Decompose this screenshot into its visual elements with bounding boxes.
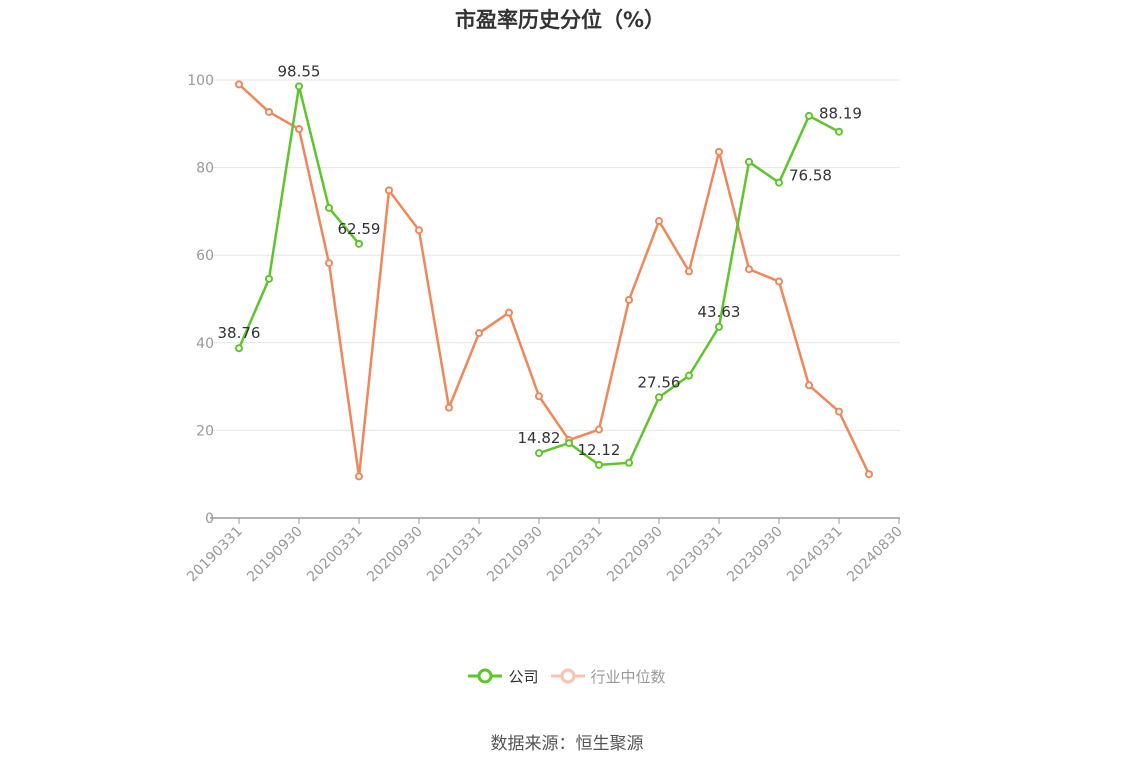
data-label-20240331: 88.19 [819,105,862,123]
x-tick-label-20200331: 20200331 [304,524,366,586]
point-0-20220930 [655,393,663,402]
y-axis: 0 20 40 60 80 100 [187,73,214,527]
point-0-20220331 [595,460,603,469]
point-1-20220930 [655,217,663,226]
point-0-20230630 [745,157,753,166]
point-0-20210930 [535,449,543,458]
point-0-20221231 [685,371,693,380]
data-label-20220331: 12.12 [578,441,621,459]
point-1-20190930 [295,125,303,134]
point-0-20230331 [715,322,723,331]
point-1-20221231 [685,267,693,276]
point-1-20200630 [385,186,393,195]
point-0-20220630 [625,458,633,467]
point-1-20230930 [775,277,783,286]
data-label-20190930: 98.55 [278,62,321,80]
point-0-20230930 [775,178,783,187]
y-tick-label-60: 60 [196,248,214,264]
legend-label-company: 公司 [508,667,539,686]
data-label-20220930: 27.56 [638,373,681,391]
legend: 公司 行业中位数 [0,664,1134,688]
point-1-20190630 [265,107,273,116]
data-label-20230331: 43.63 [698,303,741,321]
x-tick-label-20210930: 20210930 [484,524,546,586]
y-tick-label-100: 100 [187,73,214,89]
point-0-20190630 [265,274,273,283]
series-line-1-0 [238,83,871,478]
data-label-20230930: 76.58 [789,167,832,185]
legend-item-company[interactable]: 公司 [468,666,539,687]
x-tick-label-20230930: 20230930 [724,524,786,586]
point-1-20191231 [325,259,333,268]
x-tick-label-20190331: 20190331 [184,524,246,586]
point-0-20240331 [835,127,843,136]
point-1-20190331 [235,80,243,89]
y-tick-label-40: 40 [196,336,214,352]
x-tick-label-20190930: 20190930 [244,524,306,586]
series-layer [235,80,873,481]
data-label-20190331: 38.76 [218,324,261,342]
grid-lines [210,79,900,431]
point-1-20200930 [415,226,423,235]
point-0-20190331 [235,344,243,353]
x-tick-label-20200930: 20200930 [364,524,426,586]
point-1-20201231 [445,403,453,412]
y-tick-label-20: 20 [196,423,214,439]
point-1-20240331 [835,407,843,416]
data-source: 数据来源：恒生聚源 [490,734,644,754]
series-company [235,82,843,469]
x-tick-label-20220331: 20220331 [544,524,606,586]
point-1-20231231 [805,381,813,390]
point-1-20240630 [865,470,873,479]
point-0-20191231 [325,203,333,212]
x-tick-label-20220930: 20220930 [604,524,666,586]
point-1-20220331 [595,425,603,434]
data-label-20200331: 62.59 [338,220,381,238]
point-1-20210331 [475,329,483,338]
x-tick-label-20210331: 20210331 [424,524,486,586]
point-1-20230630 [745,265,753,274]
legend-label-industry-median: 行业中位数 [590,667,666,686]
legend-swatch-industry-median-icon [550,668,585,684]
x-tick-label-20240331: 20240331 [784,524,846,586]
legend-item-industry-median[interactable]: 行业中位数 [550,666,666,687]
data-labels: 38.76 98.55 62.59 14.82 12.12 27.56 43.63 76.58… [218,62,862,459]
point-0-20231231 [805,111,813,120]
chart-title: 市盈率历史分位（%） [454,8,666,32]
point-0-20211231 [565,439,573,448]
point-1-20210630 [505,308,513,317]
y-tick-label-80: 80 [196,161,214,177]
data-label-20210930: 14.82 [518,429,561,447]
x-tick-label-20230331: 20230331 [664,524,726,586]
point-1-20220630 [625,295,633,304]
y-tick-label-0: 0 [205,511,214,527]
point-1-20210930 [535,392,543,401]
series-industry-median [235,80,873,481]
x-axis: 2019033120190930202003312020093020210331… [184,517,906,586]
point-0-20200331 [355,239,363,248]
point-1-20200331 [355,472,363,481]
point-1-20230331 [715,147,723,156]
point-0-20190930 [295,82,303,91]
legend-swatch-company-icon [468,668,503,684]
x-tick-label-20240830: 20240830 [844,524,906,586]
